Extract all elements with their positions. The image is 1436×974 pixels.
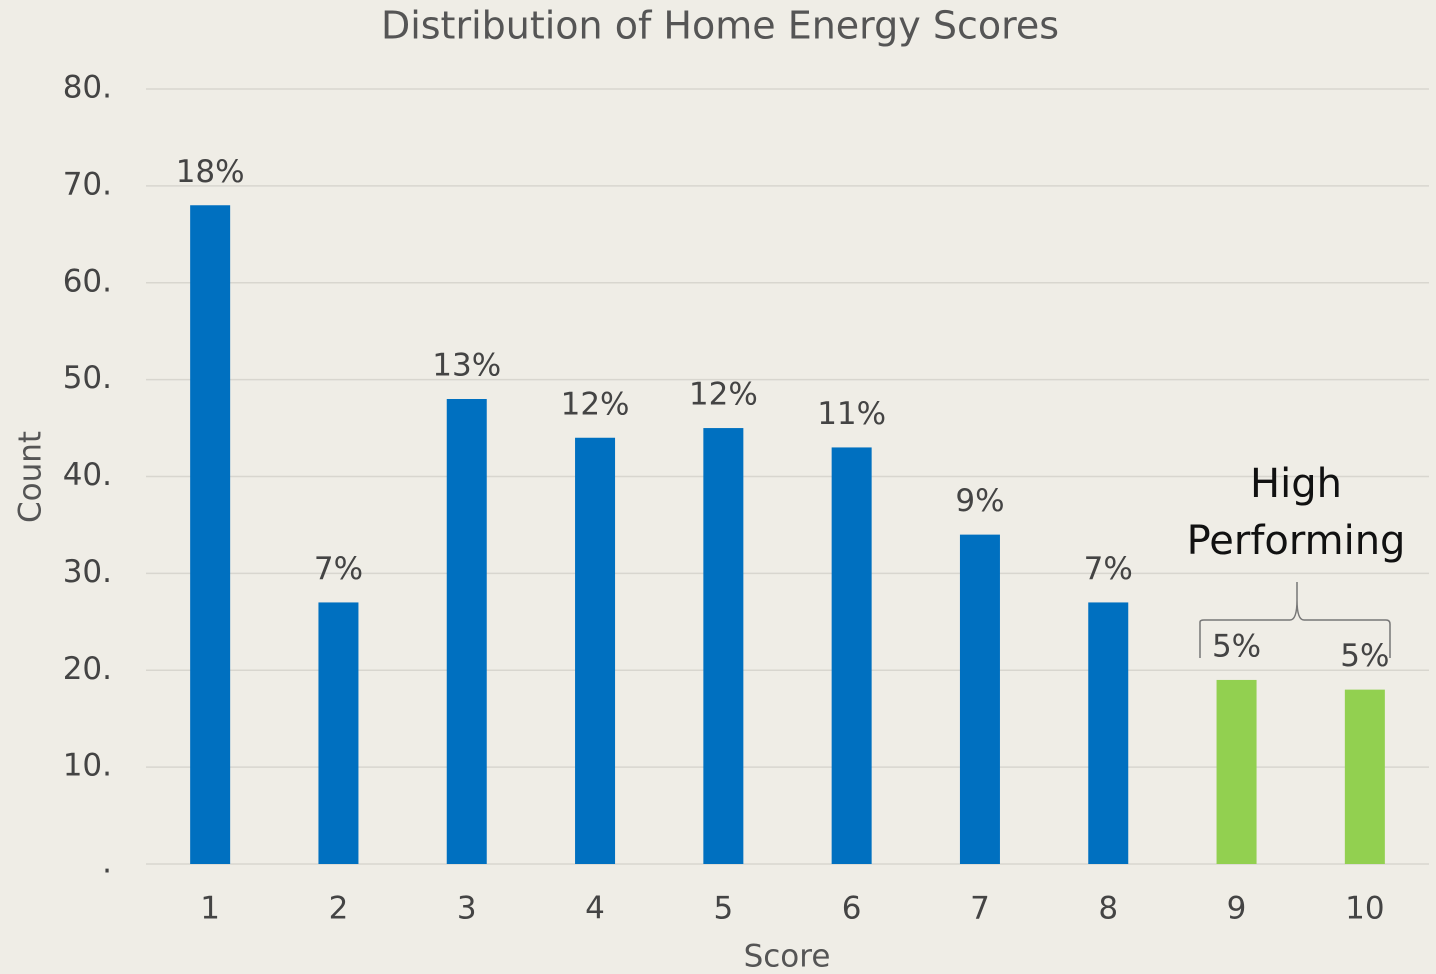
bar — [831, 447, 872, 864]
x-tick-label: 10 — [1345, 891, 1384, 927]
data-label: 5% — [1340, 638, 1389, 674]
x-tick-label: 2 — [329, 891, 349, 927]
y-tick-label: . — [102, 845, 112, 881]
bar — [446, 399, 487, 864]
data-label: 13% — [432, 348, 501, 384]
bar — [703, 428, 744, 864]
bar — [318, 602, 359, 864]
y-tick-label: 30. — [63, 554, 112, 590]
x-tick-label: 8 — [1098, 891, 1118, 927]
y-tick-label: 40. — [63, 457, 112, 493]
data-label: 7% — [1084, 551, 1133, 587]
data-label: 12% — [689, 377, 758, 413]
data-label: 5% — [1212, 628, 1261, 664]
data-label: 7% — [314, 551, 363, 587]
y-tick-label: 80. — [63, 70, 112, 106]
bar — [959, 534, 1000, 864]
x-tick-label: 5 — [713, 891, 733, 927]
x-tick-label: 9 — [1227, 891, 1247, 927]
y-tick-label: 60. — [63, 263, 112, 299]
x-tick-label: 1 — [200, 891, 220, 927]
bar — [1216, 679, 1257, 864]
y-tick-label: 20. — [63, 651, 112, 687]
annotation: High — [1250, 461, 1342, 507]
y-tick-label: 70. — [63, 166, 112, 202]
data-label: 18% — [176, 154, 245, 190]
bar — [1088, 602, 1129, 864]
data-label: 11% — [817, 396, 886, 432]
x-axis-title: Score — [744, 939, 831, 974]
x-tick-label: 3 — [457, 891, 477, 927]
x-tick-label: 6 — [842, 891, 862, 927]
y-tick-label: 50. — [63, 360, 112, 396]
data-label: 12% — [561, 386, 630, 422]
brace — [1199, 582, 1391, 658]
data-label: 9% — [955, 483, 1004, 519]
bar — [575, 437, 616, 864]
y-tick-label: 10. — [63, 748, 112, 784]
chart-title: Distribution of Home Energy Scores — [381, 4, 1059, 48]
x-tick-label: 4 — [585, 891, 605, 927]
annotation: Performing — [1187, 518, 1406, 564]
bar — [190, 205, 231, 864]
y-axis-title: Count — [13, 431, 49, 523]
bar — [1344, 689, 1385, 864]
x-tick-label: 7 — [970, 891, 990, 927]
